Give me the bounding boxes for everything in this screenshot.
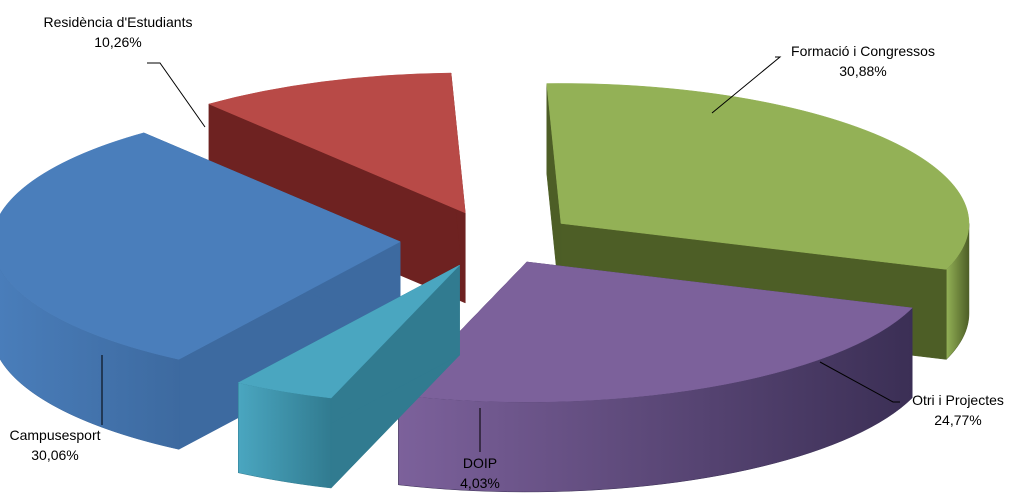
- pie-labels: Formació i Congressos 30,88% Otri i Projec…: [9, 14, 1003, 491]
- leader-line: [147, 62, 206, 128]
- pie-slices: [0, 72, 970, 493]
- pie-slice-top: [237, 264, 460, 399]
- slice-label: Residència d'Estudiants: [44, 14, 193, 30]
- slice-value-label: 4,03%: [460, 475, 500, 491]
- pie-slice: [237, 264, 460, 489]
- pie-slice-top: [208, 72, 466, 214]
- slice-label: Campusesport: [9, 427, 100, 443]
- leader-line: [819, 361, 900, 403]
- pie-slice-top: [546, 83, 970, 270]
- pie-slice-top: [397, 261, 913, 403]
- slice-value-label: 24,77%: [934, 412, 981, 428]
- slice-label: Otri i Projectes: [912, 392, 1004, 408]
- slice-value-label: 30,88%: [839, 63, 886, 79]
- pie-slice: [397, 261, 913, 493]
- slice-label: DOIP: [463, 455, 497, 471]
- slice-value-label: 30,06%: [31, 447, 78, 463]
- pie-slice-side: [238, 382, 332, 489]
- pie-slice: [208, 72, 466, 304]
- pie-slice-top: [0, 132, 401, 360]
- slice-value-label: 10,26%: [94, 34, 141, 50]
- pie-slice: [0, 132, 401, 450]
- slice-label: Formació i Congressos: [791, 43, 935, 59]
- leader-line: [711, 56, 782, 114]
